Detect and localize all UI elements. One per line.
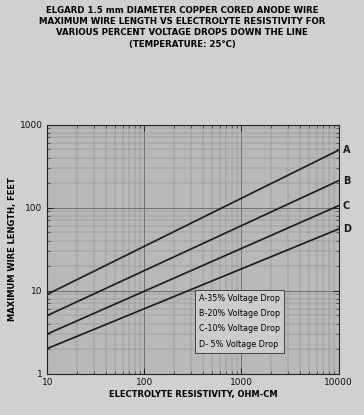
Text: D: D (343, 224, 351, 234)
X-axis label: ELECTROLYTE RESISTIVITY, OHM-CM: ELECTROLYTE RESISTIVITY, OHM-CM (108, 390, 277, 399)
Text: A-35% Voltage Drop
B-20% Voltage Drop
C-10% Voltage Drop
D- 5% Voltage Drop: A-35% Voltage Drop B-20% Voltage Drop C-… (199, 294, 280, 349)
Y-axis label: MAXIMUM WIRE LENGTH, FEET: MAXIMUM WIRE LENGTH, FEET (8, 177, 17, 321)
Text: A: A (343, 145, 350, 155)
Text: C: C (343, 201, 350, 211)
Text: B: B (343, 176, 350, 186)
Text: ELGARD 1.5 mm DIAMETER COPPER CORED ANODE WIRE
MAXIMUM WIRE LENGTH VS ELECTROLYT: ELGARD 1.5 mm DIAMETER COPPER CORED ANOD… (39, 6, 325, 49)
